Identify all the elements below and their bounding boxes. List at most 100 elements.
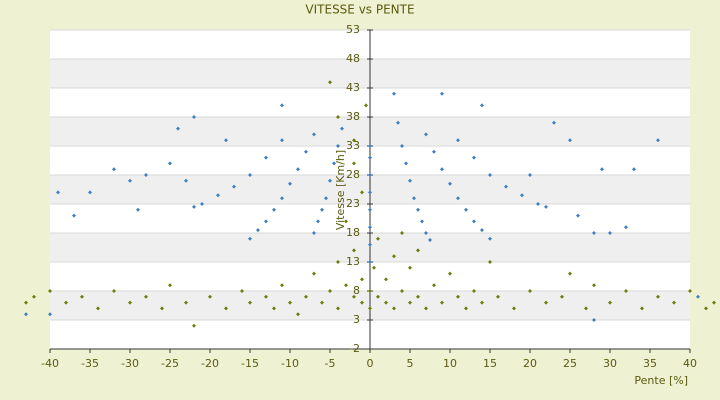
point: [160, 306, 164, 311]
point: [336, 115, 340, 119]
point: [184, 178, 188, 183]
point: [192, 204, 196, 209]
point: [352, 138, 356, 143]
point: [448, 181, 452, 186]
point: [224, 306, 228, 311]
point: [240, 289, 244, 293]
point: [488, 236, 492, 241]
point: [304, 294, 308, 299]
x-tick-label: 35: [643, 357, 657, 370]
series: [24, 91, 700, 322]
point: [184, 300, 188, 305]
x-tick-label: -35: [81, 357, 99, 370]
point: [224, 138, 228, 143]
point: [72, 213, 76, 218]
point: [396, 120, 400, 125]
point: [280, 283, 284, 288]
point: [364, 103, 368, 108]
point: [400, 231, 404, 235]
point: [528, 289, 532, 293]
point: [328, 178, 332, 183]
point: [216, 193, 220, 198]
point: [368, 306, 372, 311]
x-tick-label: 25: [563, 357, 577, 370]
point: [232, 184, 236, 189]
point: [656, 138, 660, 143]
point: [320, 207, 324, 212]
point: [272, 306, 276, 311]
point: [368, 260, 372, 264]
point: [360, 277, 364, 282]
point: [568, 271, 572, 276]
point: [448, 271, 452, 276]
point: [128, 178, 132, 183]
point: [336, 144, 340, 148]
point: [32, 294, 36, 299]
point: [296, 312, 300, 317]
point: [368, 289, 372, 293]
point: [168, 283, 172, 288]
y-tick-label: 48: [346, 52, 360, 65]
point: [56, 190, 60, 195]
point: [368, 242, 372, 247]
point: [412, 196, 416, 201]
point: [656, 294, 660, 299]
point: [480, 103, 484, 108]
y-tick-label: 8: [353, 284, 360, 297]
point: [372, 265, 376, 270]
point: [248, 173, 252, 177]
point: [328, 80, 332, 85]
x-tick-label: 30: [603, 357, 617, 370]
point: [544, 300, 548, 305]
point: [384, 277, 388, 282]
point: [552, 120, 556, 125]
point: [472, 219, 476, 224]
y-tick-label: 33: [346, 139, 360, 152]
point: [428, 237, 432, 242]
point: [536, 202, 540, 206]
point: [392, 306, 396, 311]
point: [456, 294, 460, 299]
y-tick-label: 28: [346, 168, 360, 181]
point: [352, 161, 356, 166]
y-tick-label: -2: [349, 342, 360, 355]
point: [528, 173, 532, 177]
y-tick-label: 38: [346, 110, 360, 123]
point: [712, 300, 716, 305]
point: [80, 294, 84, 299]
x-tick-label: -20: [201, 357, 219, 370]
point: [456, 196, 460, 201]
point: [384, 300, 388, 305]
point: [96, 306, 100, 311]
point: [688, 289, 692, 293]
point: [248, 300, 252, 305]
x-tick-label: 20: [523, 357, 537, 370]
point: [440, 167, 444, 172]
point: [480, 300, 484, 305]
point: [600, 167, 604, 172]
point: [520, 193, 524, 198]
y-tick-label: 13: [346, 255, 360, 268]
point: [440, 300, 444, 305]
point: [488, 173, 492, 177]
point: [144, 173, 148, 177]
point: [424, 231, 428, 235]
point: [24, 300, 28, 305]
point: [368, 190, 372, 195]
point: [464, 207, 468, 212]
x-axis-label: Pente [%]: [634, 374, 688, 387]
point: [560, 294, 564, 299]
point: [360, 300, 364, 305]
point: [368, 144, 372, 148]
point: [340, 126, 344, 131]
series: [24, 80, 716, 328]
point: [264, 155, 268, 160]
point: [352, 248, 356, 253]
point: [280, 196, 284, 201]
point: [168, 161, 172, 166]
point: [592, 283, 596, 288]
point: [408, 178, 412, 183]
point: [328, 289, 332, 293]
point: [608, 300, 612, 305]
